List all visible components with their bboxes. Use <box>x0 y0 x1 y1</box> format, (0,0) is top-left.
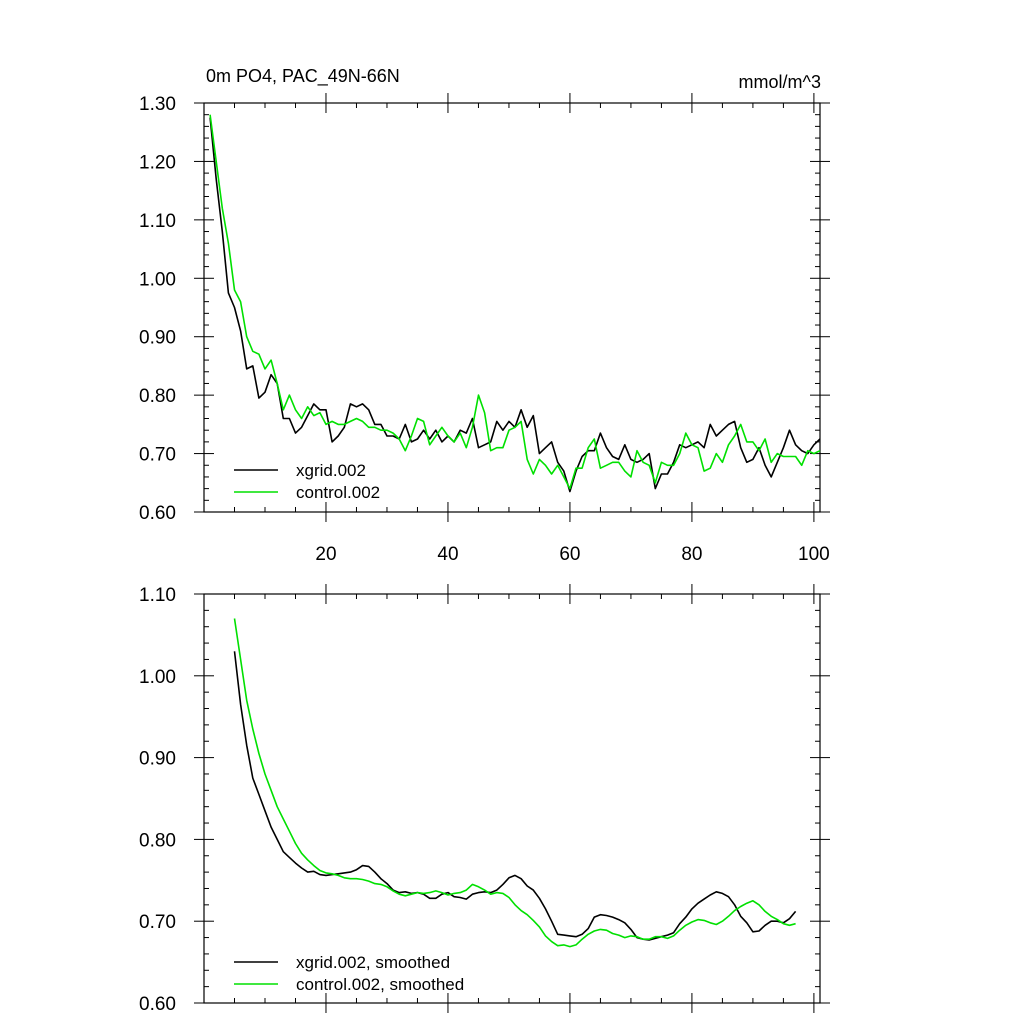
chart-units-label: mmol/m^3 <box>739 72 821 92</box>
y-tick-label: 0.70 <box>139 912 176 933</box>
y-tick-label: 0.80 <box>139 386 176 407</box>
y-tick-label: 0.90 <box>139 328 176 349</box>
y-tick-label: 0.90 <box>139 749 176 770</box>
y-tick-label: 0.60 <box>139 503 176 524</box>
series-line-xgrid-002 <box>209 117 821 493</box>
y-tick-label: 1.20 <box>139 152 176 173</box>
top-chart-panel: 0m PO4, PAC_49N-66N mmol/m^3 0.60 0.70 0.8… <box>139 66 830 565</box>
x-tick-label: 40 <box>437 544 458 565</box>
legend-entry: control.002, smoothed <box>296 975 464 994</box>
series-line-control-002-smoothed <box>233 618 796 948</box>
plot-frame <box>203 102 821 513</box>
x-tick-label: 100 <box>798 544 830 565</box>
series-line-xgrid-002-smoothed <box>233 651 797 941</box>
y-tick-label: 1.10 <box>139 211 176 232</box>
x-tick-label: 20 <box>315 544 336 565</box>
x-tick-label: 80 <box>681 544 702 565</box>
series-line-control-002 <box>209 114 821 490</box>
y-tick-label: 1.00 <box>139 269 176 290</box>
chart-title: 0m PO4, PAC_49N-66N <box>206 66 400 87</box>
y-tick-label: 0.80 <box>139 830 176 851</box>
legend-entry: xgrid.002 <box>296 461 366 480</box>
legend-entry: xgrid.002, smoothed <box>296 953 450 972</box>
y-tick-label: 1.10 <box>139 585 176 606</box>
y-tick-label: 1.30 <box>139 94 176 115</box>
bottom-chart-panel: 0.60 0.70 0.80 0.90 1.00 1.10 xgrid.002, smoot… <box>139 584 830 1015</box>
plot-frame <box>203 593 821 1004</box>
legend-entry: control.002 <box>296 483 380 502</box>
y-tick-label: 0.70 <box>139 445 176 466</box>
y-tick-label: 1.00 <box>139 667 176 688</box>
y-tick-label: 0.60 <box>139 994 176 1015</box>
x-tick-label: 60 <box>559 544 580 565</box>
